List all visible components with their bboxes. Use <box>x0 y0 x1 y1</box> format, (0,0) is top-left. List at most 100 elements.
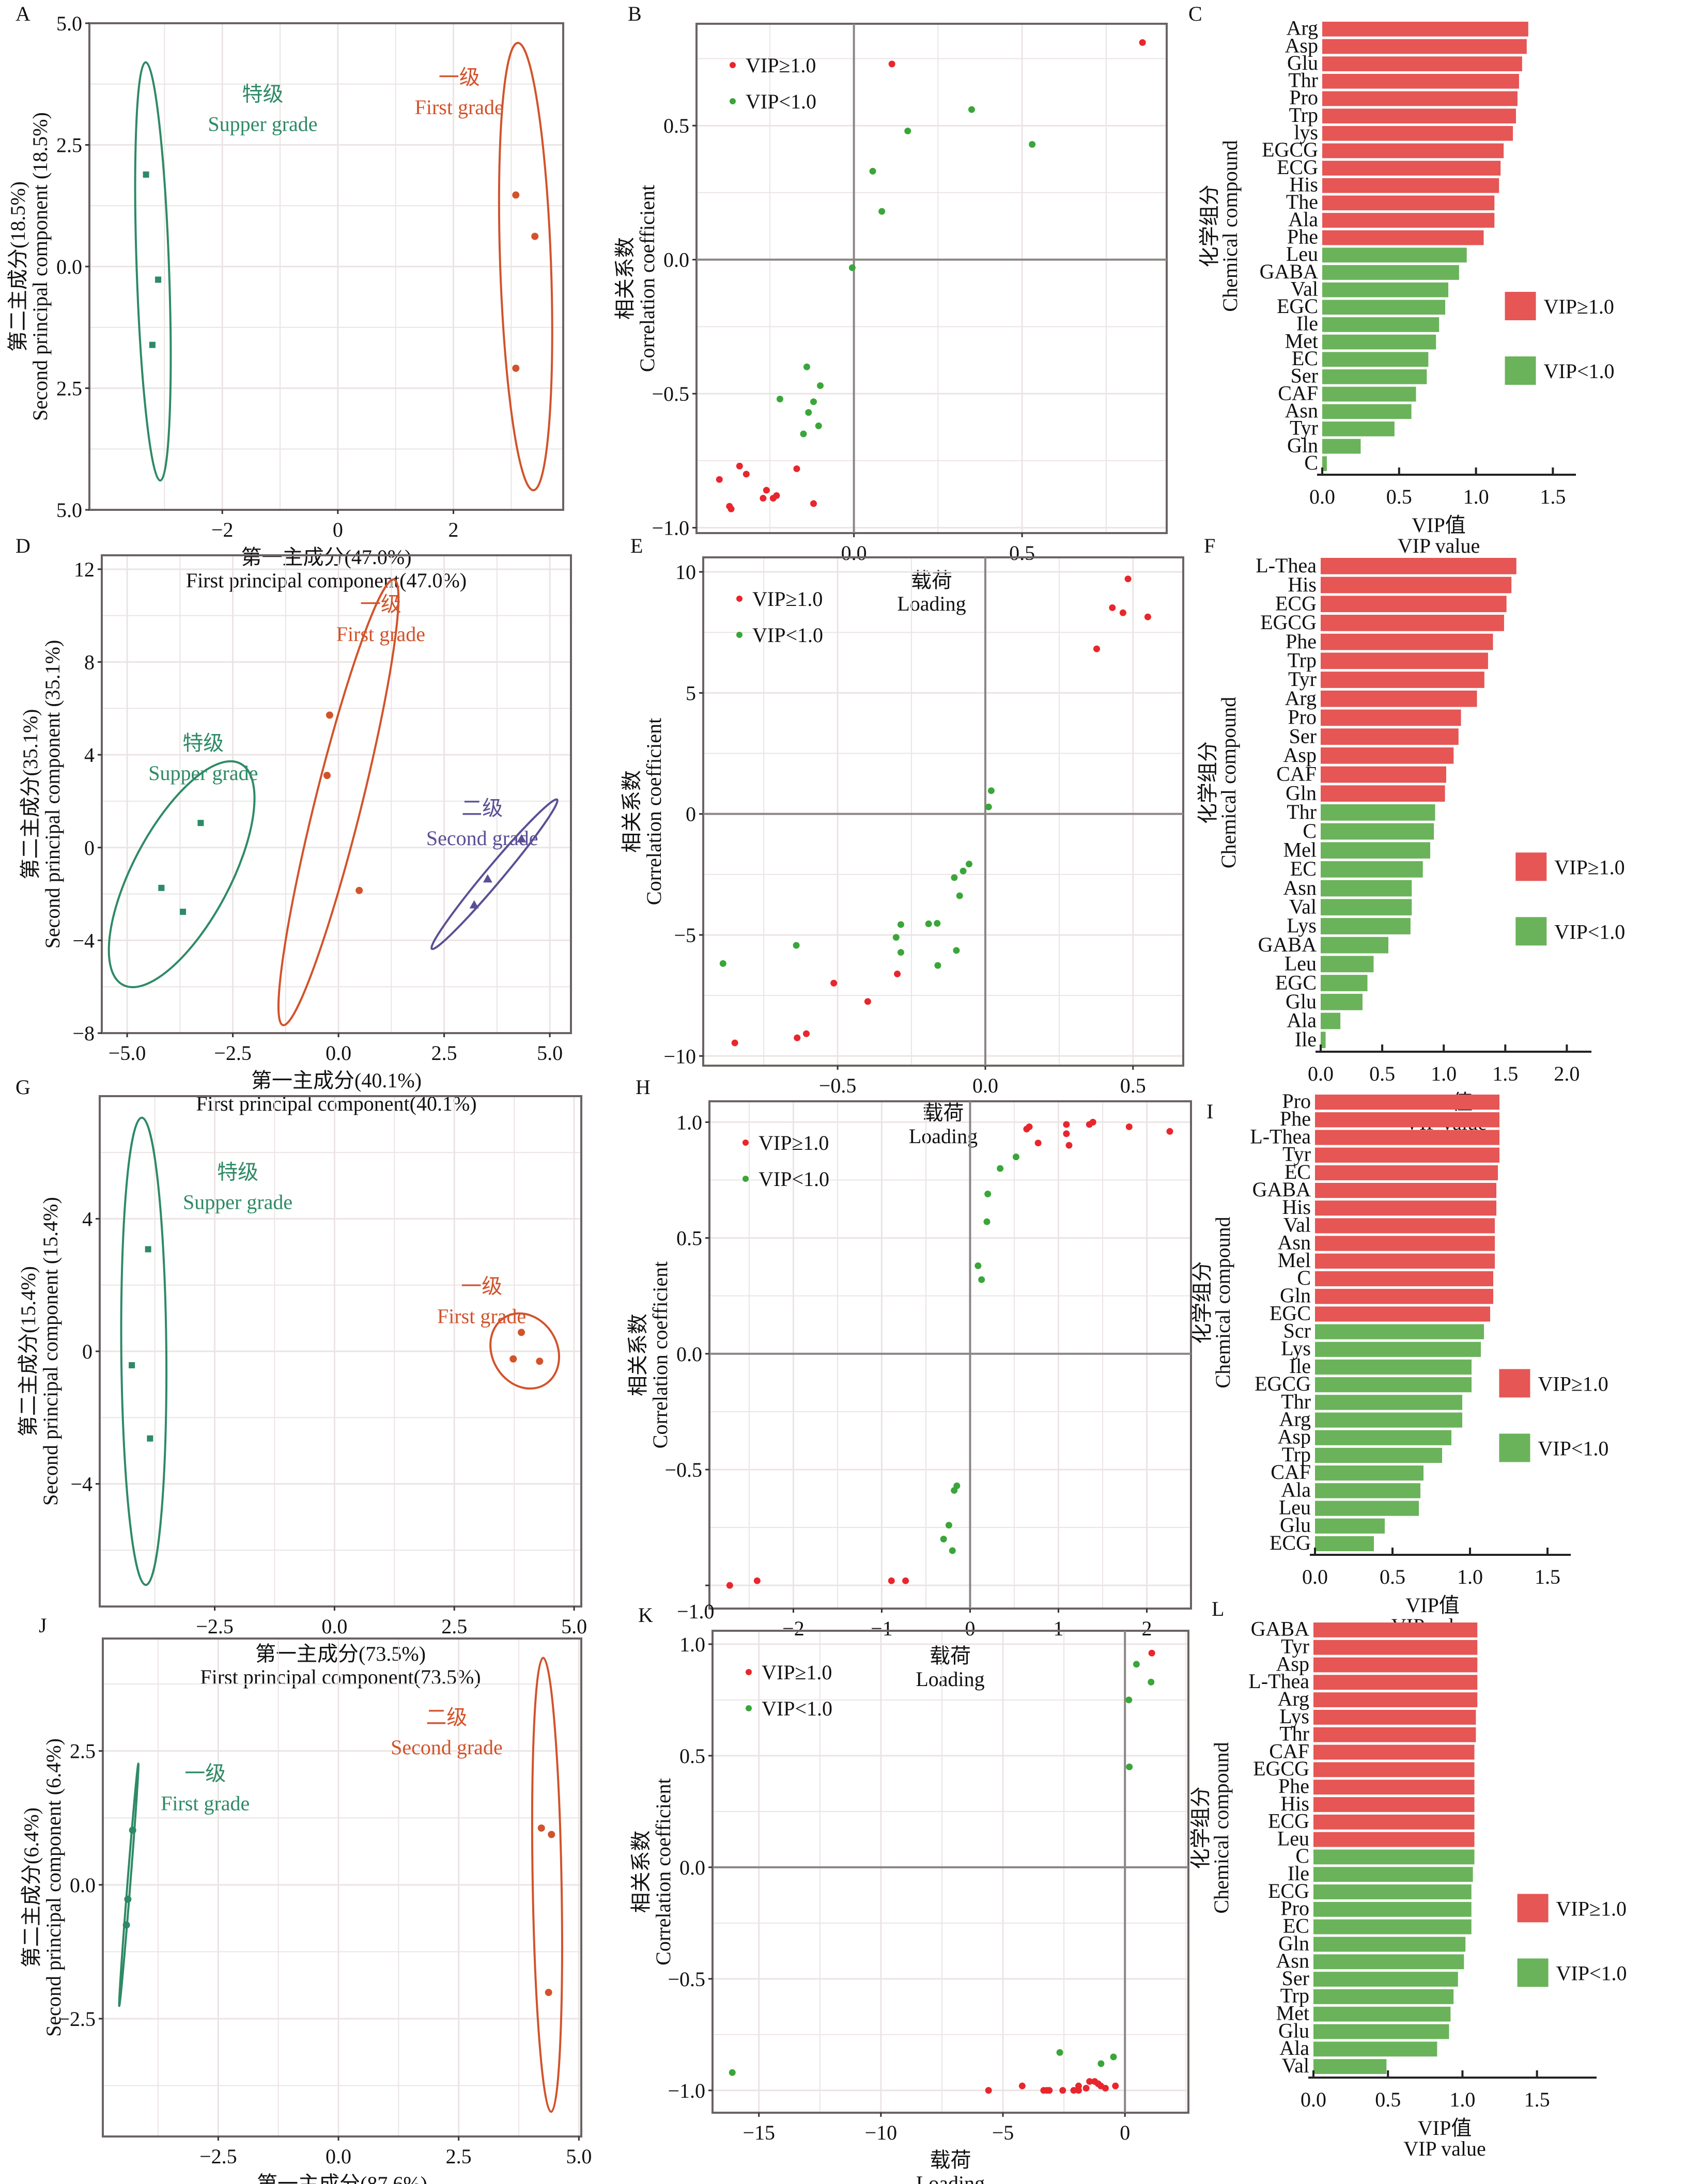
y-tick-label: −0.5 <box>664 1458 702 1481</box>
loading-point-vip-low <box>956 892 963 899</box>
compound-label: Ile <box>1289 1354 1311 1378</box>
group-label-en: First grade <box>161 1792 250 1815</box>
y-axis-title-cn: 化学组分 <box>1196 741 1219 824</box>
y-axis-title-en: Chemical compound <box>1217 697 1240 868</box>
loading-point-vip-high <box>810 500 817 507</box>
vip-bar <box>1315 1518 1385 1534</box>
loading-point-vip-high <box>1018 2082 1026 2089</box>
compound-label: Trp <box>1282 1443 1311 1466</box>
y-axis-title-cn: 相关系数 <box>629 1831 653 1913</box>
group-label-en: Supper grade <box>183 1190 292 1213</box>
loading-point-vip-high <box>1166 1128 1173 1135</box>
vip-bar <box>1321 804 1435 821</box>
x-axis-title-cn: 第一主成分(47.0%) <box>241 545 412 569</box>
loading-point-vip-low <box>949 1547 956 1554</box>
compound-label: Trp <box>1289 103 1318 127</box>
legend-label-high: VIP≥1.0 <box>1556 1897 1627 1920</box>
vip-bar <box>1321 747 1454 764</box>
compound-label: Ala <box>1281 1478 1311 1501</box>
group-label-en: Supper grade <box>148 761 258 785</box>
compound-label: Leu <box>1285 952 1317 975</box>
group-label-cn: 特级 <box>242 83 283 106</box>
loading-point-vip-high <box>1086 2078 1093 2085</box>
sample-point <box>531 232 539 240</box>
sample-point <box>129 1827 136 1834</box>
loading-point-vip-high <box>753 1577 761 1584</box>
sample-point <box>545 1989 552 1996</box>
compound-label: Pro <box>1289 86 1318 109</box>
plot-border <box>101 554 572 1034</box>
vip-bar <box>1315 1324 1484 1339</box>
panel-letter: A <box>16 2 30 25</box>
y-tick-label: 12 <box>74 558 95 581</box>
sample-point <box>122 1921 130 1929</box>
plot-border <box>695 23 1168 534</box>
vip-bar <box>1313 1989 1454 2004</box>
loading-point-vip-high <box>888 60 895 68</box>
x-axis-title-en: First principal component(73.5%) <box>200 1665 481 1689</box>
vip-bar <box>1315 1377 1472 1393</box>
vip-bar <box>1322 300 1446 315</box>
legend-label-high: VIP≥1.0 <box>762 1661 832 1684</box>
compound-label: Lys <box>1279 1705 1309 1728</box>
group-label-cn: 特级 <box>217 1160 258 1183</box>
loading-point-vip-high <box>726 1582 733 1589</box>
vip-bar <box>1322 456 1327 471</box>
compound-label: Tyr <box>1290 416 1318 440</box>
compound-label: EGCG <box>1262 138 1318 161</box>
vip-bar <box>1313 1937 1466 1952</box>
legend-swatch-low <box>1517 1958 1549 1987</box>
loading-point-vip-high <box>763 487 770 494</box>
y-tick-label: 2.5 <box>56 377 82 400</box>
sample-point <box>512 191 520 199</box>
vip-bar <box>1313 2059 1387 2074</box>
x-axis-title-cn: VIP值 <box>1412 513 1465 537</box>
group-label-cn: 一级 <box>461 1275 502 1298</box>
stray-axis-label: −1.0 <box>677 1600 715 1623</box>
loading-point-vip-low <box>817 382 824 389</box>
vip-bar <box>1315 1130 1499 1145</box>
confidence-ellipse <box>489 1312 561 1390</box>
vip-bar <box>1322 56 1522 71</box>
y-tick-label: 5 <box>686 681 696 705</box>
loading-point-vip-low <box>1148 1678 1155 1686</box>
sample-point <box>197 820 204 826</box>
vip-bar <box>1321 672 1484 688</box>
x-tick-label: −2.5 <box>214 1041 252 1065</box>
loading-point-vip-high <box>1102 2084 1109 2092</box>
vip-bar <box>1322 91 1518 106</box>
x-tick-label: 0.0 <box>1309 485 1335 508</box>
legend-marker-high <box>742 1140 749 1146</box>
loading-point-vip-low <box>987 787 995 794</box>
legend-swatch-low <box>1499 1433 1530 1462</box>
compound-label: Asn <box>1285 399 1318 422</box>
loading-point-vip-high <box>1046 2087 1053 2094</box>
vip-bar <box>1322 404 1412 419</box>
compound-label: CAF <box>1271 1460 1311 1484</box>
legend: VIP≥1.0 VIP<1.0 <box>1517 1894 1627 1987</box>
group-label-cn: 二级 <box>426 1706 467 1729</box>
y-axis-title-en: Second principal component (35.1%) <box>41 640 64 949</box>
x-tick-label: 0.0 <box>841 541 867 565</box>
x-tick-label: 0.0 <box>326 2145 351 2168</box>
loading-point-vip-high <box>1125 1123 1133 1130</box>
loading-point-vip-low <box>1097 2060 1105 2067</box>
legend-label-high: VIP≥1.0 <box>752 587 823 611</box>
compound-label: EC <box>1283 1914 1309 1937</box>
vip-bar <box>1321 937 1388 954</box>
y-tick-label: 1.0 <box>679 1633 705 1656</box>
y-tick-label: −4 <box>70 1473 92 1496</box>
vip-bar <box>1321 558 1517 574</box>
loading-point-vip-high <box>1139 39 1146 46</box>
sample-point <box>509 1355 517 1363</box>
x-tick-label: 0.5 <box>1120 1074 1146 1097</box>
x-tick-label: 1.0 <box>1457 1565 1483 1588</box>
vip-bar <box>1321 842 1430 859</box>
vip-bar <box>1315 1200 1496 1216</box>
panel-H: H−2 −1 0 1 21.00.50.0−0.5载荷Loading相关系数Correl… <box>626 1075 1192 1691</box>
vip-bar <box>1313 1919 1472 1935</box>
vip-bar <box>1321 993 1363 1010</box>
loading-point-vip-high <box>888 1577 895 1584</box>
loading-point-vip-low <box>934 962 941 969</box>
compound-label: Gln <box>1286 781 1317 804</box>
